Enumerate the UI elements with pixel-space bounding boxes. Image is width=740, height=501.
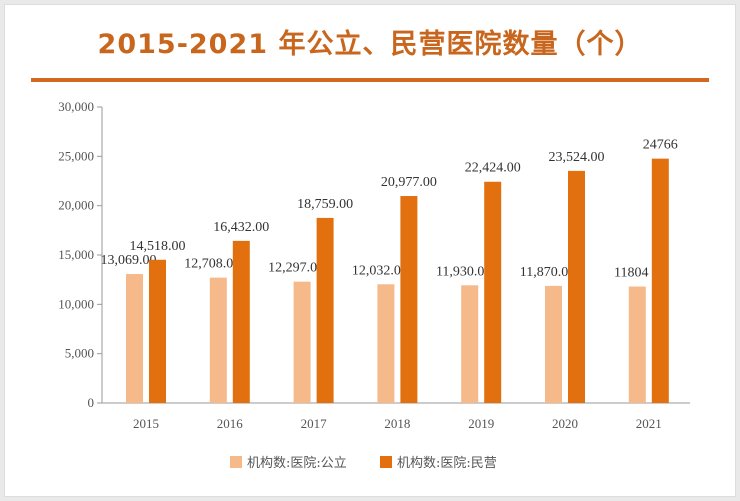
bar-public [461,285,479,403]
bar-private [651,158,669,403]
chart-title: 2015-2021 年公立、民营医院数量（个） [97,29,643,60]
x-tick-label: 2019 [468,416,494,431]
bar-private [316,217,334,403]
data-label: 11804 [614,266,648,281]
x-tick-label: 2016 [217,416,244,431]
data-label: 14,518.00 [130,239,186,254]
y-tick-label: 20,000 [58,198,94,213]
data-label: 23,524.00 [549,150,605,165]
y-tick-label: 0 [88,395,95,410]
x-tick-label: 2021 [636,416,662,431]
data-label: 20,977.00 [381,175,437,190]
bar-public [126,274,143,403]
y-tick-label: 15,000 [58,247,94,262]
bar-public [377,284,395,403]
legend-swatch [230,456,242,468]
data-label: 24766 [643,138,678,153]
data-label: 12,297.00 [268,261,324,276]
y-tick-label: 25,000 [58,148,94,163]
bar-private [400,196,418,403]
x-tick-label: 2017 [301,416,328,431]
bar-public [545,285,562,403]
data-label: 13,069.00 [101,253,157,268]
data-label: 22,424.00 [465,161,521,176]
y-tick-label: 10,000 [58,296,94,311]
x-tick-label: 2015 [133,416,159,431]
bar-private [484,181,502,403]
data-label: 18,759.00 [297,197,353,212]
bar-public [209,277,227,403]
bar-private [568,170,585,403]
bar-public [293,281,311,403]
title-divider [31,78,709,82]
legend-swatch [380,456,392,468]
data-label: 12,032.00 [352,263,408,278]
y-tick-label: 30,000 [58,99,94,114]
data-label: 11,930.00 [436,264,491,279]
legend-label: 机构数:医院:民营 [397,456,497,471]
data-label: 11,870.00 [520,265,575,280]
bar-public [628,286,646,403]
x-tick-label: 2018 [384,416,410,431]
data-label: 12,708.00 [184,257,240,272]
bar-private [149,259,166,403]
y-tick-label: 5,000 [65,346,94,361]
data-label: 16,432.00 [213,220,269,235]
bar-private [232,240,250,403]
chart-frame [4,4,736,497]
x-tick-label: 2020 [552,416,578,431]
legend-label: 机构数:医院:公立 [247,456,347,471]
